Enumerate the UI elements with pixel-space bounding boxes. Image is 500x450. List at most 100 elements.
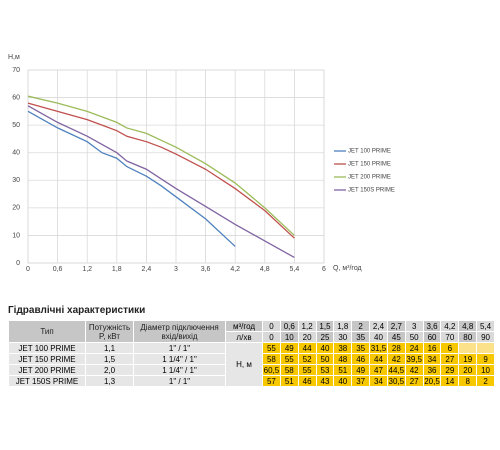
table-cell: 1,1 (85, 342, 134, 354)
table-row: JET 150 PRIME 1,5 1 1/4" / 1" 58 55 52 50 48 46 4… (8, 353, 495, 365)
table-cell: 25 (315, 331, 335, 343)
table-cell: 3,6 (422, 320, 442, 332)
table-cell: 38 (333, 342, 353, 354)
plot-frame (27, 69, 325, 264)
table: Тип Потужність P, кВт Діаметр підключення … (8, 320, 495, 387)
table-cell: 16 (422, 342, 442, 354)
table-cell: 37 (351, 375, 371, 387)
table-cell: 34 (369, 375, 388, 387)
table-cell: 1" / 1" (133, 375, 226, 387)
y-axis-label: H,м (8, 54, 20, 61)
table-cell: 35 (351, 331, 371, 343)
y-tick-label: 20 (12, 205, 20, 212)
table-row: Тип Потужність P, кВт Діаметр підключення … (8, 320, 495, 343)
y-tick-label: 70 (12, 67, 20, 74)
table-cell: 46 (297, 375, 317, 387)
table-cell: 44 (297, 342, 317, 354)
table-cell: Н, м (225, 342, 263, 387)
table-cell: 34 (422, 353, 442, 365)
x-tick-label: 6 (322, 266, 326, 273)
table-cell: 36 (422, 364, 442, 376)
table-cell: 57 (262, 375, 281, 387)
table-cell: Діаметр підключення вхід/вихід (133, 320, 226, 343)
series-line (27, 95, 295, 236)
table-cell: 20 (458, 364, 478, 376)
table-cell: JET 100 PRIME (8, 342, 86, 354)
legend-label: JET 150 PRIME (348, 162, 391, 168)
x-tick-label: 3,6 (201, 266, 211, 273)
table-cell: 45 (386, 331, 406, 343)
table-cell: 42 (386, 353, 406, 365)
table-cell: 39,5 (404, 353, 424, 365)
table-cell: 1,2 (297, 320, 317, 332)
table-cell: 30 (333, 331, 353, 343)
y-tick-label: 60 (12, 94, 20, 101)
table-cell (476, 342, 495, 354)
table-cell: 14 (440, 375, 460, 387)
table-cell: 2 (351, 320, 371, 332)
y-tick-label: 0 (16, 260, 20, 267)
table-cell: 20,5 (422, 375, 442, 387)
table-cell: 55 (279, 353, 299, 365)
x-tick-label: 2,4 (142, 266, 152, 273)
table-cell: 53 (315, 364, 335, 376)
table-cell: 4,8 (458, 320, 478, 332)
table-cell: л/хв (225, 331, 263, 343)
table-row: л/хв 0 10 20 25 30 35 40 45 50 60 70 80 90 (9, 331, 495, 343)
table-cell: 27 (404, 375, 424, 387)
x-axis-label: Q, м³/год (333, 265, 362, 272)
table-cell: JET 150S PRIME (8, 375, 86, 387)
table-cell: Тип (8, 320, 86, 343)
table-title: Гідравлічні характеристики (8, 305, 146, 316)
x-tick-label: 0,6 (53, 266, 63, 273)
table-cell: 27 (440, 353, 460, 365)
table-cell: Потужність P, кВт (85, 320, 134, 343)
table-cell: 51 (279, 375, 299, 387)
table-cell: 5,4 (476, 320, 495, 332)
table-cell: 52 (297, 353, 317, 365)
table-cell: 4,2 (440, 320, 460, 332)
table-cell: JET 200 PRIME (8, 364, 86, 376)
y-tick-label: 40 (12, 150, 20, 157)
table-cell: 2 (476, 375, 495, 387)
table-cell: 60 (422, 331, 442, 343)
table-cell: м³/год (225, 320, 263, 332)
table-row: JET 200 PRIME 2,0 1 1/4" / 1" 60,5 58 55 53 51 4… (8, 364, 495, 376)
table-cell: 47 (369, 364, 388, 376)
series-line (27, 102, 295, 239)
table-cell (458, 342, 478, 354)
table-cell: 8 (458, 375, 478, 387)
table-cell: 28 (386, 342, 406, 354)
table-cell: 9 (476, 353, 495, 365)
table-cell: 1,5 (315, 320, 335, 332)
table-cell: 29 (440, 364, 460, 376)
legend-label: JET 200 PRIME (348, 175, 391, 181)
table-cell: 30,5 (386, 375, 406, 387)
table-cell: 2,4 (369, 320, 388, 332)
series-line (27, 110, 236, 247)
table-cell: 3 (404, 320, 424, 332)
table-cell: 55 (297, 364, 317, 376)
series-line (27, 105, 295, 259)
table-cell: 0 (262, 320, 281, 332)
table-cell: 35 (351, 342, 371, 354)
legend-label: JET 100 PRIME (348, 149, 391, 155)
table-cell: 80 (458, 331, 478, 343)
x-tick-label: 5,4 (290, 266, 300, 273)
table-cell: 0,6 (279, 320, 299, 332)
table-cell: 1" / 1" (133, 342, 226, 354)
x-tick-label: 4,2 (230, 266, 240, 273)
x-tick-label: 1,8 (112, 266, 122, 273)
table-cell: 49 (351, 364, 371, 376)
table-cell: 2,7 (386, 320, 406, 332)
table-cell: 1,3 (85, 375, 134, 387)
table-cell: 70 (440, 331, 460, 343)
y-tick-label: 10 (12, 232, 20, 239)
table-row: JET 100 PRIME 1,1 1" / 1" Н, м 55 49 44 40 38 35 3… (8, 342, 495, 387)
x-tick-label: 0 (26, 266, 30, 273)
table-row: JET 150S PRIME 1,3 1" / 1" 57 51 46 43 40 37 34 30… (8, 375, 495, 387)
chart: H,м Q, м³/год 0 10 20 30 40 50 60 70 0 0,6 1,2 1,8 2… (8, 54, 395, 273)
table-cell: 46 (351, 353, 371, 365)
table-cell: 19 (458, 353, 478, 365)
